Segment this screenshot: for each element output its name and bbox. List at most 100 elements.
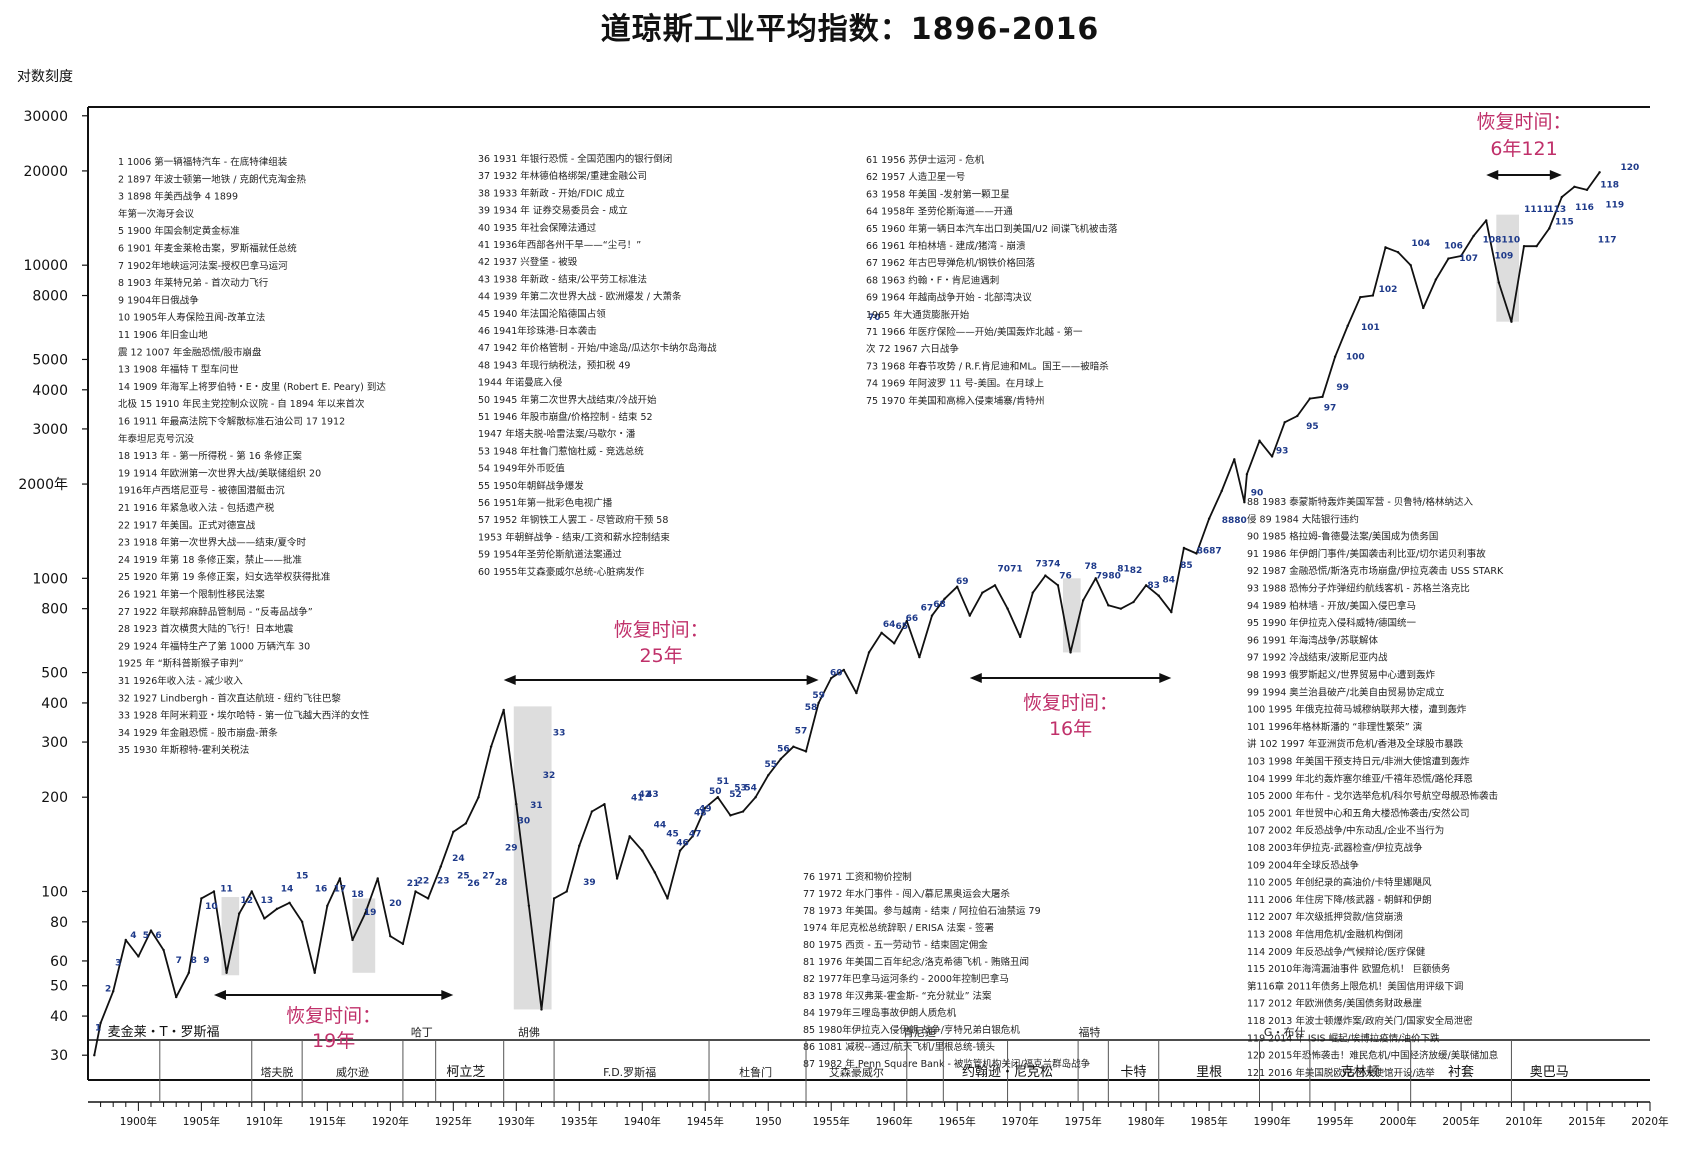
series-point	[1107, 604, 1110, 607]
event-marker: 8	[191, 956, 197, 966]
event-marker: 17	[334, 884, 347, 894]
series-point	[1422, 306, 1425, 310]
recovery-arrow-head	[969, 673, 982, 683]
event-marker: 26	[467, 879, 480, 889]
event-annotation: 震 12 1007 年金融恐慌/股市崩盘	[118, 346, 262, 358]
event-annotation: 101 1996年格林斯潘的 “非理性繁荣” 演	[1247, 721, 1422, 733]
president-label: 杜鲁门	[739, 1065, 772, 1079]
series-point	[754, 796, 757, 799]
event-annotation: 1916年卢西塔尼亚号 - 被德国潜艇击沉	[118, 485, 285, 497]
x-tick-label: 1950	[755, 1116, 782, 1128]
president-label: 塔夫脱	[260, 1065, 293, 1079]
event-annotation: 33 1928 年阿米莉亚・埃尔哈特 - 第一位飞越大西洋的女性	[118, 710, 370, 722]
x-tick-label: 1995年	[1316, 1115, 1353, 1128]
y-tick-label: 4000	[32, 383, 68, 399]
event-annotation: 95 1990 年伊拉克入侵科威特/德国统一	[1247, 617, 1417, 629]
event-marker: 43	[646, 790, 659, 800]
event-annotation: 112 2007 年次级抵押贷款/信贷崩溃	[1247, 911, 1404, 923]
event-annotation: 19 1914 年欧洲第一次世界大战/美联储组织 20	[118, 467, 321, 479]
series-point	[225, 971, 228, 974]
series-point	[338, 877, 342, 880]
event-marker: 118	[1600, 181, 1619, 191]
event-marker: 65	[895, 622, 908, 632]
event-annotation: 次 72 1967 六日战争	[866, 343, 959, 355]
series-point	[1207, 517, 1211, 520]
event-marker: 66	[906, 614, 919, 624]
event-marker: 67	[921, 603, 934, 613]
event-annotation: 35 1930 年斯穆特-霍利关税法	[118, 744, 249, 756]
series-point	[489, 745, 493, 748]
event-annotation: 84 1979年三哩岛事故伊朗人质危机	[803, 1007, 957, 1019]
series-point	[867, 651, 871, 654]
series-point	[628, 835, 631, 838]
x-tick-label: 1935年	[561, 1115, 598, 1128]
event-annotation: 103 1998 年美国干预支持日元/非洲大使馆遭到轰炸	[1247, 756, 1470, 768]
series-point	[1233, 458, 1236, 461]
event-annotation: 118 2013 年波士顿爆炸案/政府关门/国家安全局泄密	[1247, 1015, 1473, 1027]
series-point	[187, 971, 190, 974]
series-point	[111, 990, 115, 993]
event-marker: 68	[933, 600, 946, 610]
event-annotation: 80 1975 西贡 - 五一劳动节 - 结束固定佣金	[803, 939, 988, 951]
event-annotation: 56 1951年第一批彩色电视广播	[478, 497, 613, 509]
event-marker: 21	[407, 879, 420, 889]
series-point	[993, 584, 997, 587]
event-marker: 42	[639, 790, 652, 800]
series-point	[439, 865, 442, 868]
event-marker: 59	[812, 691, 825, 701]
event-annotation: 115 2010年海湾漏油事件 欧盟危机！ 巨额债务	[1247, 963, 1451, 975]
series-point	[1170, 610, 1173, 614]
event-annotation: 83 1978 年汉弗莱-霍金斯- “充分就业” 法案	[803, 990, 992, 1002]
crash-shade-0	[221, 897, 240, 976]
event-annotation: 119 2014 年 ISIS 崛起/埃博拉疫情/油价下跌	[1247, 1032, 1440, 1044]
series-point	[930, 614, 934, 617]
event-annotation: 42 1937 兴登堡 - 被毁	[478, 256, 578, 268]
president-label: 肯尼迪	[903, 1026, 936, 1039]
event-annotation: 23 1918 年第一次世界大战——结束/夏令时	[118, 537, 307, 549]
president-label: F.D.罗斯福	[603, 1065, 656, 1079]
series-point	[1497, 281, 1501, 284]
event-marker: 7374	[1035, 560, 1060, 570]
series-point	[1321, 395, 1324, 398]
series-point	[653, 871, 657, 874]
chart-title: 道琼斯工业平均指数：1896-2016	[600, 12, 1100, 47]
series-point	[275, 907, 279, 911]
event-annotation: 87 1982 年 Penn Square Bank - 被监管机构关闭/福克兰…	[803, 1058, 1091, 1070]
event-marker: 55	[764, 760, 777, 770]
series-point	[1485, 219, 1488, 222]
series-point	[477, 796, 480, 799]
series-point	[1132, 600, 1135, 604]
series-point	[124, 938, 127, 942]
series-point	[300, 920, 304, 924]
event-annotation: 100 1995 年俄克拉荷马城穆纳联邦大楼，遭到轰炸	[1247, 704, 1467, 716]
series-line	[93, 171, 1601, 1056]
event-marker: 50	[709, 787, 722, 797]
series-point	[666, 897, 669, 900]
event-annotation: 67 1962 年古巴导弹危机/钢铁价格回落	[866, 257, 1036, 269]
series-point	[376, 877, 379, 880]
event-annotation: 北极 15 1910 年民主党控制众议院 - 自 1894 年以来首次	[118, 398, 365, 410]
event-annotation: 88 1983 泰蒙斯特轰炸美国军营 - 贝鲁特/格林纳达入	[1247, 496, 1473, 508]
series-point	[552, 897, 556, 900]
event-marker: 13	[261, 896, 274, 906]
president-label: 艾森豪威尔	[829, 1065, 884, 1079]
series-point	[817, 701, 820, 705]
event-marker: 64	[883, 620, 896, 630]
y-axis-label: 对数刻度	[17, 69, 73, 85]
event-annotation: 82 1977年巴拿马运河条约 - 2000年控制巴拿马	[803, 973, 1009, 985]
event-annotation: 75 1970 年美国和高棉入侵柬埔寨/肯特州	[866, 395, 1045, 407]
series-point	[1472, 234, 1475, 238]
event-annotation: 年泰坦尼克号沉没	[118, 433, 195, 445]
event-annotation: 29 1924 年福特生产了第 1000 万辆汽车 30	[118, 640, 310, 652]
event-marker: 82	[1130, 566, 1143, 576]
series-point	[1069, 651, 1072, 654]
event-annotation: 34 1929 年金融恐慌 - 股市崩盘-萧条	[118, 727, 278, 739]
series-point	[162, 948, 165, 952]
event-marker: 8880	[1222, 516, 1247, 526]
series-point	[943, 597, 946, 601]
event-marker: 46	[676, 839, 689, 849]
series-point	[1535, 244, 1538, 248]
event-annotation: 31 1926年收入法 - 减少收入	[118, 675, 243, 687]
series-point	[263, 917, 266, 920]
